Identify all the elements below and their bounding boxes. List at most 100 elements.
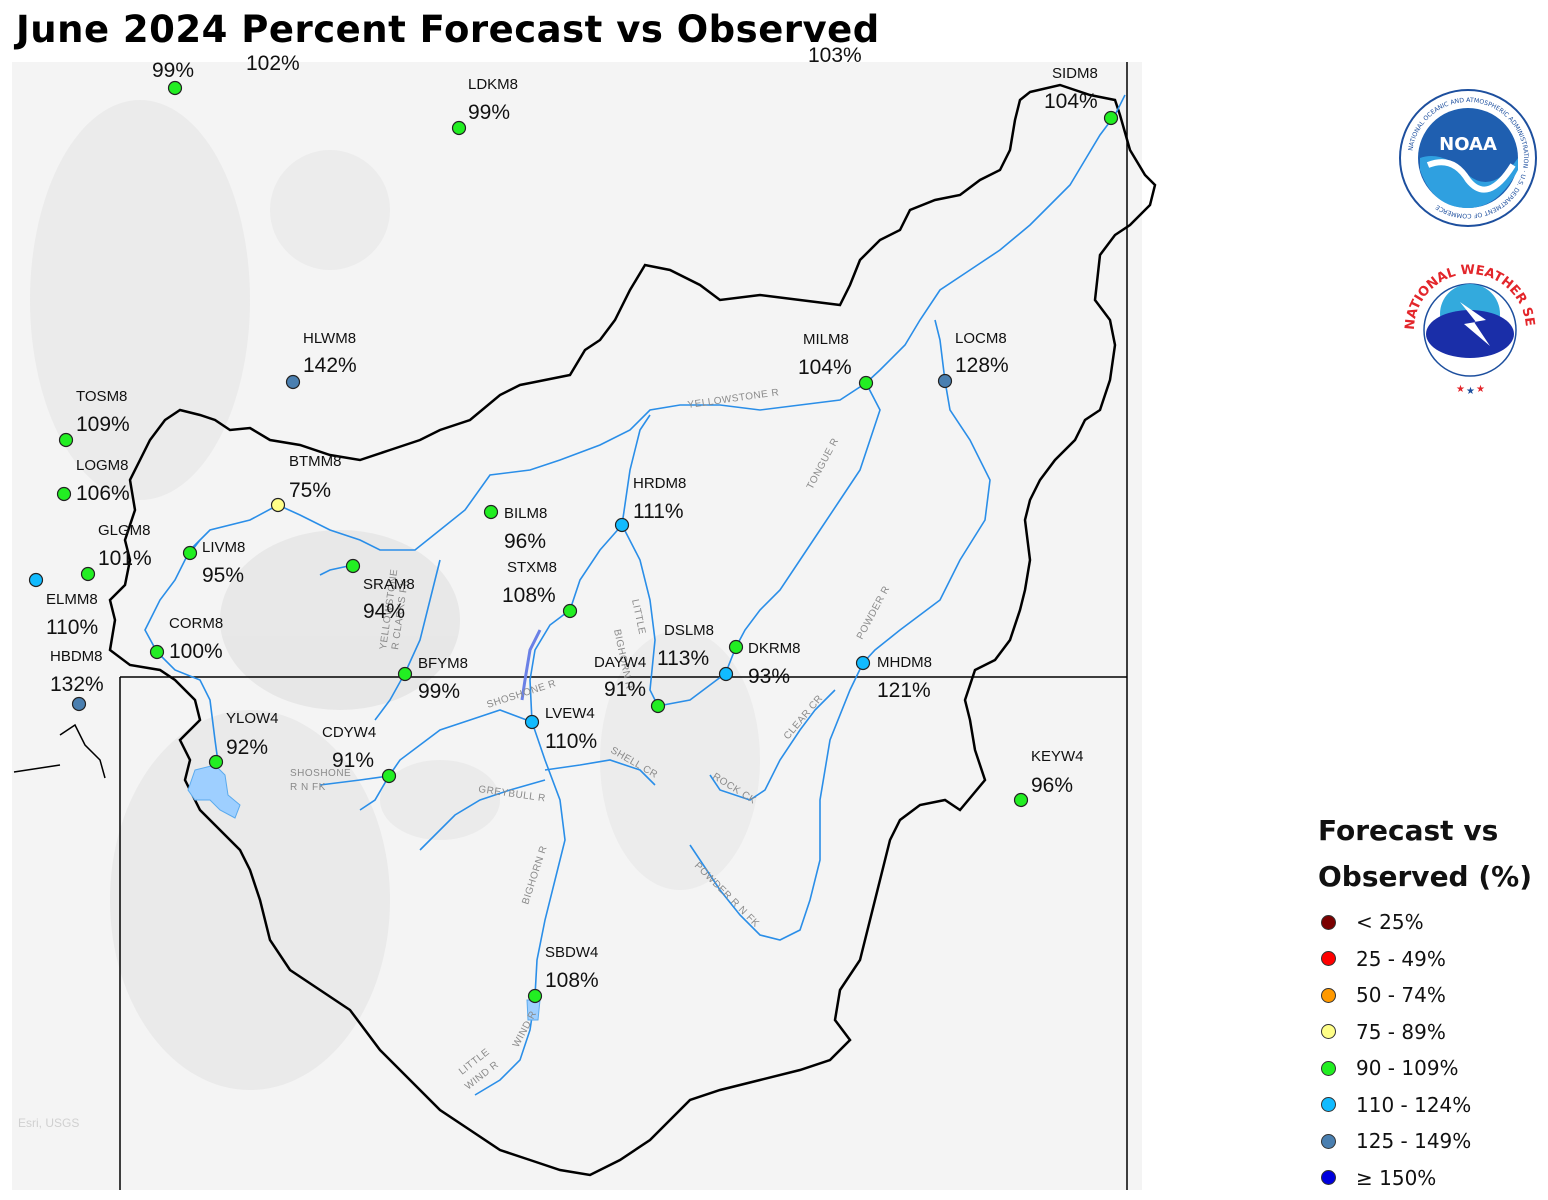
station-id-label: HRDM8: [633, 475, 686, 492]
map-legend: Forecast vs Observed (%) < 25% 25 - 49% 50…: [1318, 808, 1538, 1196]
station-marker[interactable]: [524, 714, 540, 730]
forecast-point[interactable]: HRDM8 111%: [614, 475, 687, 533]
station-id-label: DKRM8: [748, 640, 801, 657]
forecast-point[interactable]: SBDW4 108%: [527, 944, 599, 1004]
station-marker[interactable]: [483, 504, 499, 520]
star-icon: ★: [1476, 384, 1485, 395]
legend-item: 110 - 124%: [1318, 1087, 1538, 1124]
forecast-point[interactable]: DAYW4 91%: [594, 654, 666, 714]
legend-label: 50 - 74%: [1356, 983, 1446, 1008]
station-percent-label: 99%: [418, 680, 460, 703]
station-marker[interactable]: [28, 572, 44, 588]
station-marker[interactable]: [650, 698, 666, 714]
station-marker[interactable]: [58, 432, 74, 448]
station-percent-label: 132%: [50, 673, 104, 696]
forecast-point[interactable]: LDKM8 99%: [451, 76, 519, 136]
forecast-point[interactable]: LOCM8 128%: [937, 330, 1009, 389]
station-marker[interactable]: [285, 374, 301, 390]
reservoirs: [187, 629, 542, 1021]
forecast-point[interactable]: BTMM8 75%: [270, 453, 342, 513]
station-percent-label: 106%: [76, 482, 130, 505]
station-percent-label: 110%: [46, 616, 98, 639]
station-marker[interactable]: [345, 558, 361, 574]
forecast-point[interactable]: HLWM8 142%: [285, 330, 357, 390]
station-marker[interactable]: [1013, 792, 1029, 808]
station-id-label: LIVM8: [202, 539, 245, 556]
station-marker[interactable]: [149, 644, 165, 660]
forecast-point[interactable]: MILM8 104%: [798, 331, 874, 391]
forecast-point[interactable]: LVEW4 110%: [524, 705, 598, 753]
station-marker[interactable]: [855, 655, 871, 671]
station-id-label: MILM8: [803, 331, 849, 348]
station-marker[interactable]: [182, 545, 198, 561]
forecast-point[interactable]: STXM8 108%: [502, 559, 578, 619]
forecast-point[interactable]: 102%: [246, 52, 300, 75]
station-marker[interactable]: [56, 486, 72, 502]
station-id-label: STXM8: [507, 559, 557, 576]
noaa-logo: NOAA NATIONAL OCEANIC AND ATMOSPHERIC AD…: [1399, 89, 1537, 227]
forecast-point[interactable]: YLOW4 92%: [208, 710, 279, 770]
station-marker[interactable]: [71, 696, 87, 712]
forecast-point[interactable]: CDYW4 91%: [322, 724, 397, 784]
station-marker[interactable]: [718, 666, 734, 682]
station-marker[interactable]: [562, 603, 578, 619]
forecast-point[interactable]: MHDM8 121%: [855, 654, 933, 702]
station-marker[interactable]: [1103, 110, 1119, 126]
station-marker[interactable]: [614, 517, 630, 533]
forecast-point[interactable]: BFYM8 99%: [397, 655, 469, 703]
station-marker[interactable]: [451, 120, 467, 136]
legend-swatch: [1321, 914, 1336, 930]
station-percent-label: 109%: [76, 413, 130, 436]
station-percent-label: 96%: [504, 530, 546, 553]
station-marker[interactable]: [728, 639, 744, 655]
station-marker[interactable]: [80, 566, 96, 582]
forecast-point[interactable]: 99%: [152, 59, 194, 96]
station-id-label: KEYW4: [1031, 748, 1084, 765]
terrain-shading: [30, 100, 760, 1090]
station-id-label: HLWM8: [303, 330, 356, 347]
star-icon: ★: [1466, 386, 1475, 397]
river-network: [144, 94, 1126, 1096]
forecast-point[interactable]: CORM8 100%: [149, 615, 224, 663]
station-id-label: GLGM8: [98, 522, 151, 539]
station-percent-label: 103%: [808, 44, 862, 67]
station-id-label: LVEW4: [545, 705, 595, 722]
station-percent-label: 99%: [468, 101, 510, 124]
station-marker[interactable]: [937, 373, 953, 389]
star-icon: ★: [1456, 384, 1465, 395]
river-label: R N FK: [290, 782, 326, 793]
forecast-point[interactable]: BILM8 96%: [483, 504, 548, 553]
forecast-point[interactable]: DKRM8 93%: [728, 639, 801, 688]
forecast-point[interactable]: HBDM8 132%: [50, 648, 104, 712]
forecast-point[interactable]: SIDM8 104%: [1044, 65, 1119, 126]
station-marker[interactable]: [270, 497, 286, 513]
station-marker[interactable]: [527, 988, 543, 1004]
legend-label: 25 - 49%: [1356, 946, 1446, 971]
forecast-point[interactable]: DSLM8 113%: [657, 622, 734, 682]
legend-label: ≥ 150%: [1356, 1165, 1437, 1190]
forecast-point[interactable]: 103%: [808, 44, 862, 67]
legend-swatch: [1321, 1097, 1336, 1113]
forecast-point[interactable]: LOGM8 106%: [56, 457, 130, 505]
station-id-label: CDYW4: [322, 724, 376, 741]
station-id-label: TOSM8: [76, 388, 127, 405]
station-percent-label: 142%: [303, 354, 357, 377]
legend-title-line: Observed (%): [1318, 860, 1532, 893]
forecast-point[interactable]: SRAM8 94%: [345, 558, 415, 624]
forecast-point[interactable]: KEYW4 96%: [1013, 748, 1084, 808]
station-percent-label: 95%: [202, 564, 244, 587]
legend-item: 25 - 49%: [1318, 941, 1538, 978]
station-percent-label: 101%: [98, 547, 152, 570]
station-marker[interactable]: [397, 666, 413, 682]
forecast-point[interactable]: GLGM8 101%: [80, 522, 152, 582]
forecast-point[interactable]: LIVM8 95%: [182, 539, 246, 587]
station-percent-label: 111%: [633, 500, 684, 523]
map-attribution: Esri, USGS: [18, 1116, 79, 1130]
forecast-point[interactable]: TOSM8 109%: [58, 388, 130, 448]
station-marker[interactable]: [858, 375, 874, 391]
station-marker[interactable]: [208, 754, 224, 770]
station-marker[interactable]: [167, 80, 183, 96]
forecast-point[interactable]: ELMM8 110%: [28, 572, 99, 640]
station-marker[interactable]: [381, 768, 397, 784]
